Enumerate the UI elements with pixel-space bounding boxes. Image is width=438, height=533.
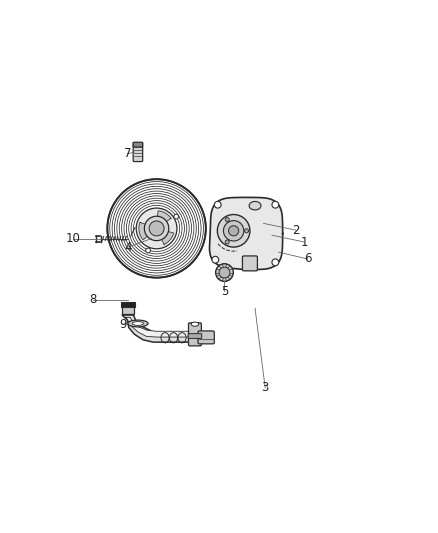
Circle shape [146,248,151,253]
Circle shape [225,240,229,244]
Circle shape [214,201,221,208]
Circle shape [215,264,233,281]
Text: 9: 9 [119,318,127,330]
FancyBboxPatch shape [121,302,134,307]
Ellipse shape [128,320,148,327]
FancyBboxPatch shape [188,323,201,346]
Ellipse shape [249,201,261,210]
Polygon shape [139,222,151,240]
Text: 10: 10 [66,232,81,245]
Polygon shape [157,211,171,224]
FancyBboxPatch shape [198,331,214,344]
Circle shape [174,214,179,219]
Text: 1: 1 [300,236,308,248]
Polygon shape [160,230,173,245]
Polygon shape [209,197,283,270]
FancyBboxPatch shape [243,256,258,271]
Text: 8: 8 [89,293,96,306]
FancyBboxPatch shape [122,305,134,314]
Circle shape [229,225,239,236]
Circle shape [136,208,177,249]
FancyBboxPatch shape [188,334,202,338]
Text: 5: 5 [221,285,228,298]
Ellipse shape [191,322,199,326]
Circle shape [217,214,250,247]
Circle shape [219,267,230,278]
Circle shape [272,259,279,266]
Circle shape [244,229,249,233]
Circle shape [145,216,169,241]
Circle shape [107,179,206,278]
Circle shape [149,221,164,236]
Circle shape [225,217,229,222]
FancyBboxPatch shape [133,142,143,161]
Text: 4: 4 [124,240,131,254]
Text: 3: 3 [261,382,269,394]
Ellipse shape [132,321,144,325]
Polygon shape [122,315,197,342]
Circle shape [223,221,244,241]
Text: 6: 6 [304,253,311,265]
Polygon shape [125,317,192,337]
FancyBboxPatch shape [133,142,143,147]
Circle shape [212,256,219,263]
Text: 7: 7 [124,147,131,160]
Text: 2: 2 [292,224,300,237]
Circle shape [272,201,279,208]
